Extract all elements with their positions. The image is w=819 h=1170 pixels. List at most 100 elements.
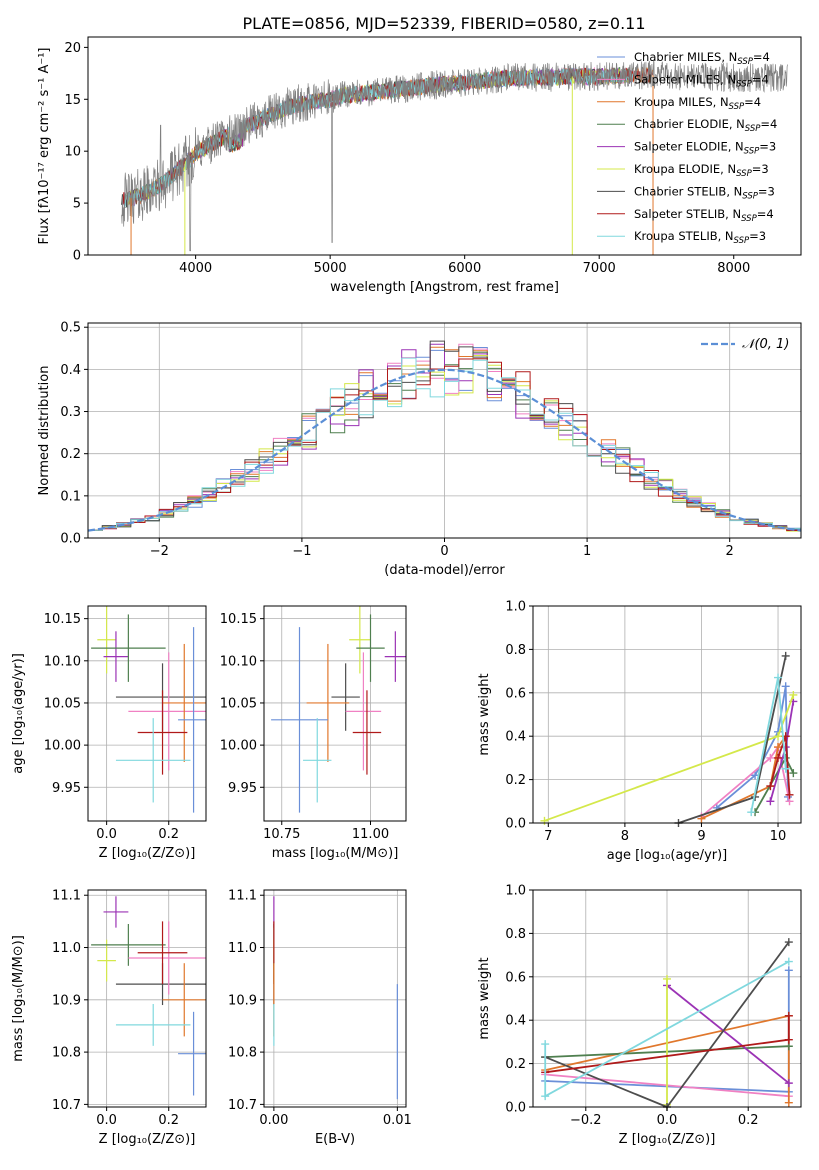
age-mass-ytick-label-4: 10.15 xyxy=(220,612,257,627)
spectrum-legend-label-0: Chabrier MILES, NSSP=4 xyxy=(634,50,770,67)
weight-Z-frame: −0.2 0.0 0.2 0.0 0.2 0.4 0.6 0.8 1.0 Z [log₁₀(Z/Z… xyxy=(477,884,802,1147)
age-Z-ytick-label-2: 10.05 xyxy=(44,696,81,711)
residuals-hist-6 xyxy=(88,340,801,531)
age-mass-ytick-label-2: 10.05 xyxy=(220,696,257,711)
age-Z-ytick-label-3: 10.10 xyxy=(44,654,81,669)
spectrum-legend-label-8: Kroupa STELIB, NSSP=3 xyxy=(634,229,766,246)
residuals-xtick-label-0: −2 xyxy=(150,544,169,559)
weight-age-series-8-marker-1 xyxy=(774,673,783,682)
weight-age-series-8-marker-0 xyxy=(747,808,756,817)
weight-age-ytick-label-2: 0.4 xyxy=(505,730,526,745)
weight-age-ytick-label-5: 1.0 xyxy=(505,600,526,615)
spectrum-marks xyxy=(121,60,788,255)
spectrum-legend-label-5: Kroupa ELODIE, NSSP=3 xyxy=(634,162,769,179)
mass-EBV-xlabel: E(B-V) xyxy=(315,1132,355,1147)
weight-Z-series-4-marker-1 xyxy=(784,1079,793,1088)
residuals-marks xyxy=(87,340,802,532)
weight-age-xtick-label-2: 9 xyxy=(697,829,705,844)
spectrum-xtick-label-0: 4000 xyxy=(179,261,212,276)
spectrum-legend: Chabrier MILES, NSSP=4 Salpeter MILES, NS… xyxy=(597,50,777,246)
residuals-ytick-label-4: 0.4 xyxy=(60,363,81,378)
age-Z-ytick-label-1: 10.00 xyxy=(44,739,81,754)
spectrum-ytick-label-2: 10 xyxy=(64,145,81,160)
age-mass-ytick-label-3: 10.10 xyxy=(220,654,257,669)
spectrum-ylabel: Flux [fλ10⁻¹⁷ erg cm⁻² s⁻¹ A⁻¹] xyxy=(37,48,52,245)
residuals-xtick-label-1: −1 xyxy=(292,544,311,559)
residuals-legend-label: 𝒩(0, 1) xyxy=(742,337,789,352)
mass-Z-xtick-label-0: 0.0 xyxy=(96,1113,117,1128)
weight-age-xlabel: age [log₁₀(age/yr)] xyxy=(607,848,728,863)
weight-Z-series-7-marker-2 xyxy=(784,1011,793,1020)
mass-Z-xlabel: Z [log₁₀(Z/Z⊙)] xyxy=(99,1132,196,1147)
residuals-ytick-label-2: 0.2 xyxy=(60,447,81,462)
weight-age-series-7-marker-3 xyxy=(785,790,794,799)
weight-age-ytick-label-3: 0.6 xyxy=(505,686,526,701)
age-mass-border xyxy=(263,605,407,822)
weight-age-series-1 xyxy=(700,744,791,818)
weight-Z-marks xyxy=(541,938,793,1111)
weight-Z-ytick-label-1: 0.2 xyxy=(505,1057,526,1072)
weight-Z-series-2-marker-2 xyxy=(784,1098,793,1107)
mass-Z-ytick-label-0: 10.7 xyxy=(52,1098,81,1113)
weight-Z-series-8-marker-2 xyxy=(784,957,793,966)
weight-age-series-7-marker-0 xyxy=(766,782,775,791)
weight-age-series-5-marker-1 xyxy=(774,732,783,741)
weight-Z-xtick-label-1: 0.0 xyxy=(657,1113,678,1128)
figure-title: PLATE=0856, MJD=52339, FIBERID=0580, z=0… xyxy=(242,14,645,33)
spectrum-axes xyxy=(121,60,788,255)
mass-Z-ytick-label-4: 11.1 xyxy=(52,889,81,904)
weight-age-xtick-label-3: 10 xyxy=(770,829,787,844)
weight-age-frame: 7 8 9 10 0.0 0.2 0.4 0.6 0.8 1.0 age [log₁₀(age/yr… xyxy=(477,600,802,863)
weight-Z-series-0-marker-2 xyxy=(784,966,793,975)
weight-age-xtick-label-0: 7 xyxy=(544,829,552,844)
mass-Z-ytick-label-1: 10.8 xyxy=(52,1046,81,1061)
age-mass-axes xyxy=(264,606,406,821)
age-Z-border xyxy=(87,605,207,822)
residuals-gaussian-curve xyxy=(87,368,802,532)
age-mass-xlabel: mass [log₁₀(M/M⊙)] xyxy=(272,846,399,861)
mass-Z-marks xyxy=(91,896,206,1096)
mass-EBV-ytick-label-0: 10.7 xyxy=(228,1098,257,1113)
weight-age-series-3-marker-2 xyxy=(789,769,798,778)
residuals-hist-5 xyxy=(88,355,801,532)
spectrum-xlabel: wavelength [Angstrom, rest frame] xyxy=(330,280,559,295)
weight-age-ylabel: mass weight xyxy=(477,673,492,755)
residuals-hist-7 xyxy=(88,358,801,531)
age-Z-xlabel: Z [log₁₀(Z/Z⊙)] xyxy=(99,846,196,861)
weight-age-ytick-label-0: 0.0 xyxy=(505,817,526,832)
age-mass-xtick-label-0: 10.75 xyxy=(263,827,300,842)
residuals-ytick-label-3: 0.3 xyxy=(60,405,81,420)
weight-age-series-2 xyxy=(701,735,787,820)
weight-Z-series-8-marker-1 xyxy=(541,1092,550,1101)
spectrum-xtick-label-3: 7000 xyxy=(583,261,616,276)
weight-Z-ytick-label-4: 0.8 xyxy=(505,927,526,942)
weight-Z-series-6-marker-2 xyxy=(784,938,793,947)
mass-EBV-xtick-label-0: 0.00 xyxy=(259,1113,288,1128)
spectrum-legend-label-3: Chabrier ELODIE, NSSP=4 xyxy=(634,117,777,134)
mass-Z-ytick-label-2: 10.9 xyxy=(52,993,81,1008)
spectrum-ytick-label-0: 0 xyxy=(73,249,81,264)
weight-Z-ytick-label-0: 0.0 xyxy=(505,1101,526,1116)
weight-age-series-6-marker-2 xyxy=(781,651,790,660)
weight-age-series-7-marker-1 xyxy=(774,753,783,762)
mass-Z-border xyxy=(87,889,207,1108)
spectrum-legend-label-1: Salpeter MILES, NSSP=4 xyxy=(634,72,769,89)
age-mass-ytick-label-0: 9.95 xyxy=(228,781,257,796)
mass-Z-axes xyxy=(88,890,206,1107)
residuals-ytick-label-0: 0.0 xyxy=(60,532,81,547)
mass-EBV-ytick-label-1: 10.8 xyxy=(228,1046,257,1061)
residuals-xtick-label-4: 2 xyxy=(726,544,734,559)
weight-age-series-8-marker-2 xyxy=(781,764,790,773)
spectrum-ytick-label-4: 20 xyxy=(64,41,81,56)
weight-age-xtick-label-1: 8 xyxy=(621,829,629,844)
weight-Z-ytick-label-3: 0.6 xyxy=(505,970,526,985)
age-mass-frame: 10.75 11.00 9.95 10.00 10.05 10.10 10.15 mass [… xyxy=(220,605,407,861)
mass-EBV-border xyxy=(263,889,407,1108)
mass-EBV-xtick-label-1: 0.01 xyxy=(383,1113,412,1128)
weight-Z-ytick-label-5: 1.0 xyxy=(505,884,526,899)
spectrum-border xyxy=(87,36,802,256)
weight-age-ytick-label-4: 0.8 xyxy=(505,643,526,658)
spectrum-legend-label-4: Salpeter ELODIE, NSSP=3 xyxy=(634,140,776,157)
weight-age-series-5-marker-2 xyxy=(789,690,798,699)
